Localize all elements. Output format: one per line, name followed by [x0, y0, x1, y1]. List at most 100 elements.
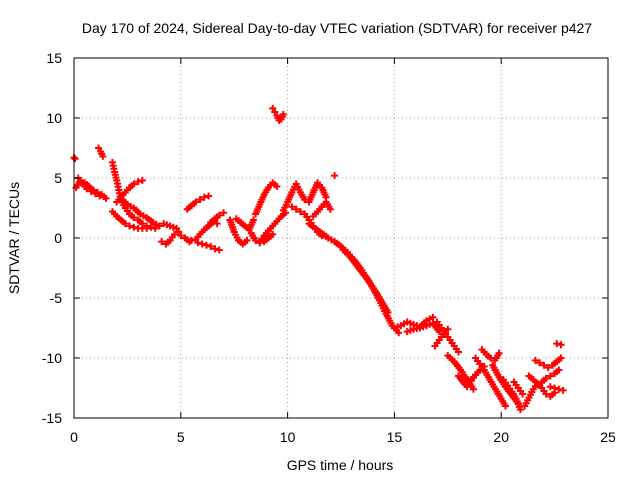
data-point-trail	[360, 271, 371, 283]
series-arc-22	[279, 180, 309, 214]
data-point	[87, 187, 95, 195]
series-arc-32	[431, 325, 452, 350]
data-points	[70, 104, 567, 414]
data-point-trail	[347, 254, 358, 266]
x-tick-label: 20	[493, 429, 509, 445]
data-point-trail	[253, 203, 263, 216]
data-point-trail	[509, 390, 519, 400]
data-point	[173, 224, 181, 232]
data-point	[534, 380, 542, 388]
series-arc-6	[108, 208, 151, 232]
data-point-trail	[232, 231, 241, 242]
data-point	[71, 155, 79, 163]
data-point-trail	[366, 280, 378, 292]
data-point	[331, 172, 339, 180]
series-arc-12	[183, 192, 213, 213]
data-point	[540, 361, 548, 369]
data-point-trail	[257, 193, 267, 206]
data-point	[555, 385, 563, 393]
y-tick-label: 0	[54, 230, 62, 246]
data-point-trail	[285, 191, 295, 204]
data-point	[555, 366, 563, 374]
data-point-trail	[486, 376, 495, 386]
data-point-trail	[490, 364, 502, 379]
data-point	[516, 406, 524, 414]
data-point-trail	[372, 289, 384, 303]
data-point	[249, 216, 257, 224]
series-arc-35	[463, 371, 480, 391]
data-point	[429, 313, 437, 321]
data-point	[187, 236, 195, 244]
data-point	[147, 223, 155, 231]
series-arc-8	[117, 194, 163, 230]
data-point-trail	[476, 364, 486, 374]
data-point	[192, 198, 200, 206]
data-point-trail	[456, 374, 467, 386]
data-point-trail	[490, 383, 500, 393]
data-point-trail	[314, 226, 324, 236]
data-point-trail	[379, 300, 391, 314]
data-point	[175, 228, 183, 236]
data-point-trail	[109, 162, 118, 173]
data-point-trail	[74, 179, 83, 189]
x-tick-label: 5	[177, 429, 185, 445]
data-point	[557, 341, 565, 349]
data-point	[130, 180, 138, 188]
series-arc-39	[499, 376, 524, 414]
series-arc-21	[269, 104, 287, 124]
data-point	[469, 385, 477, 393]
data-point	[211, 245, 219, 253]
data-point	[546, 383, 554, 391]
data-point-trail	[492, 352, 502, 362]
series-arc-28	[339, 246, 392, 316]
grid-lines	[74, 58, 608, 418]
data-point-trail	[499, 397, 508, 408]
series-arc-36	[472, 354, 509, 410]
data-point	[170, 230, 178, 238]
data-point-trail	[306, 191, 316, 204]
y-tick-label: 15	[46, 50, 62, 66]
data-point	[95, 144, 103, 152]
data-point	[454, 348, 462, 356]
y-tick-label: 10	[46, 110, 62, 126]
data-point	[551, 384, 559, 392]
series-arc-14	[194, 239, 223, 254]
data-point-trail	[249, 232, 258, 242]
series-arc-16	[226, 216, 251, 248]
data-point	[279, 110, 287, 118]
data-point-trail	[452, 360, 463, 372]
data-point	[215, 211, 223, 219]
y-tick-label: -10	[42, 350, 62, 366]
data-point	[96, 192, 104, 200]
data-point	[205, 192, 213, 200]
data-point	[531, 356, 539, 364]
data-point	[99, 152, 107, 160]
data-point	[220, 209, 228, 217]
data-point	[151, 224, 159, 232]
data-point	[536, 359, 544, 367]
data-point-trail	[145, 215, 155, 225]
data-point	[134, 178, 142, 186]
data-point	[273, 182, 281, 190]
data-point	[444, 325, 452, 333]
data-point-trail	[513, 398, 523, 411]
x-tick-label: 15	[387, 429, 403, 445]
data-point	[91, 190, 99, 198]
data-point	[519, 390, 527, 398]
data-point-trail	[111, 171, 120, 182]
data-point-trail	[289, 183, 299, 194]
data-point	[546, 372, 554, 380]
data-point-trail	[446, 354, 456, 364]
data-point	[501, 402, 509, 410]
data-point	[269, 230, 277, 238]
x-tick-label: 10	[280, 429, 296, 445]
series-arc-9	[158, 228, 183, 248]
data-point-trail	[116, 189, 124, 200]
series-arc-45	[553, 340, 565, 349]
data-point	[102, 194, 110, 202]
data-point-trail	[119, 196, 129, 206]
data-point	[200, 193, 208, 201]
data-point-trail	[418, 319, 428, 329]
data-point	[296, 208, 304, 216]
